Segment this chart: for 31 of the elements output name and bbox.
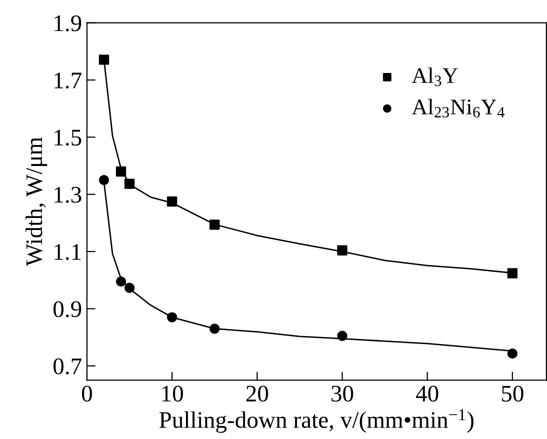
x-tick-label: 10	[162, 386, 183, 402]
point	[166, 196, 178, 207]
y-tick-label: 0.9	[54, 301, 82, 318]
y-tick-label: 1.5	[54, 130, 82, 146]
point	[166, 312, 178, 322]
point	[124, 282, 135, 293]
point	[98, 54, 110, 65]
point	[98, 174, 110, 186]
y-axis-title: Width, W/μm	[26, 137, 48, 266]
x-tick-label: 20	[246, 386, 268, 402]
point	[210, 220, 220, 230]
point	[116, 276, 126, 287]
y-tick-label: 1.7	[54, 72, 82, 89]
y-tick-label: 1.1	[54, 244, 81, 260]
x-axis-title: Pulling-down rate, v/(mm•min$^{−1}$)	[159, 409, 474, 433]
point	[210, 324, 220, 334]
x-tick-label: 40	[416, 386, 438, 402]
legend-label: Al$_{3}$Y	[412, 67, 458, 86]
x-tick-label: 30	[332, 386, 354, 402]
y-tick-label: 1.9	[54, 15, 82, 32]
point	[124, 178, 135, 189]
y-tick-label: 1.3	[54, 186, 82, 203]
x-tick-label: 50	[502, 386, 524, 402]
legend-label: Al$_{23}$Ni$_{6}$Y$_{4}$	[412, 98, 505, 118]
point	[337, 330, 348, 341]
point	[116, 166, 126, 177]
x-tick-label: 0	[82, 386, 92, 402]
point	[507, 348, 518, 359]
y-tick-label: 0.7	[54, 358, 82, 374]
point	[507, 268, 518, 278]
point	[337, 245, 348, 256]
